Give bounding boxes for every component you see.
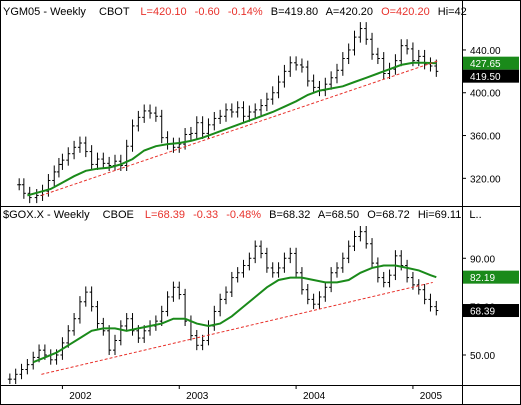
bottom-y-tick-label: 90.00: [470, 254, 495, 265]
bottom-last: L=68.39: [145, 209, 185, 221]
bottom-header: $GOX.X - Weekly CBOE L=68.39 -0.33 -0.48…: [3, 209, 482, 221]
bottom-y-tick-label: 50.00: [470, 351, 495, 362]
top-change-pct: -0.14%: [228, 6, 263, 18]
bottom-high: Hi=69.11: [418, 209, 462, 221]
bottom-ma-value-tag: 82.19: [470, 273, 495, 284]
top-ask: A=420.20: [326, 6, 373, 18]
top-y-tick-label: 440.00: [470, 46, 501, 57]
bottom-exchange: CBOE: [103, 209, 134, 221]
bottom-last-value-tag-bg: [463, 304, 519, 318]
top-ma-value-tag: 427.65: [470, 59, 501, 70]
x-tick-label: 2002: [69, 391, 92, 402]
top-ma-value-tag-bg: [463, 56, 519, 70]
top-change: -0.60: [195, 6, 220, 18]
bottom-bid: B=68.32: [269, 209, 310, 221]
bottom-change-pct: -0.48%: [226, 209, 261, 221]
top-trendline: [41, 60, 439, 196]
top-moving-average-line: [27, 61, 437, 197]
bottom-ma-value-tag-bg: [463, 270, 519, 284]
bottom-open: O=68.72: [367, 209, 410, 221]
x-tick-label: 2003: [186, 391, 209, 402]
top-y-tick-label: 400.00: [470, 89, 501, 100]
bottom-trendline: [41, 281, 433, 375]
bottom-price-bars: [7, 226, 439, 385]
top-last: L=420.10: [140, 6, 186, 18]
top-y-tick-label: 320.00: [470, 174, 501, 185]
top-price-bars: [17, 22, 439, 204]
top-panel: 440.00 400.00 360.00 320.00 427.65 419.50: [17, 22, 519, 204]
x-axis: 2002 2003 2004 2005: [61, 385, 443, 402]
top-symbol: YGM05 - Weekly: [3, 6, 86, 18]
bottom-more: L..: [469, 209, 481, 221]
bottom-last-value-tag: 68.39: [470, 307, 495, 318]
top-bid: B=419.80: [271, 6, 318, 18]
bottom-ask: A=68.50: [318, 209, 359, 221]
bottom-symbol: $GOX.X - Weekly: [3, 209, 90, 221]
bottom-change: -0.33: [193, 209, 218, 221]
bottom-moving-average-line: [32, 264, 437, 364]
x-tick-label: 2004: [303, 391, 326, 402]
top-high: Hi=42: [438, 6, 467, 18]
top-last-value-tag-bg: [463, 69, 519, 83]
top-header: YGM05 - Weekly CBOT L=420.10 -0.60 -0.14…: [3, 6, 467, 18]
top-open: O=420.20: [381, 6, 430, 18]
top-exchange: CBOT: [99, 6, 130, 18]
x-tick-label: 2005: [420, 391, 443, 402]
top-y-tick-label: 360.00: [470, 132, 501, 143]
top-last-value-tag: 419.50: [470, 72, 501, 83]
